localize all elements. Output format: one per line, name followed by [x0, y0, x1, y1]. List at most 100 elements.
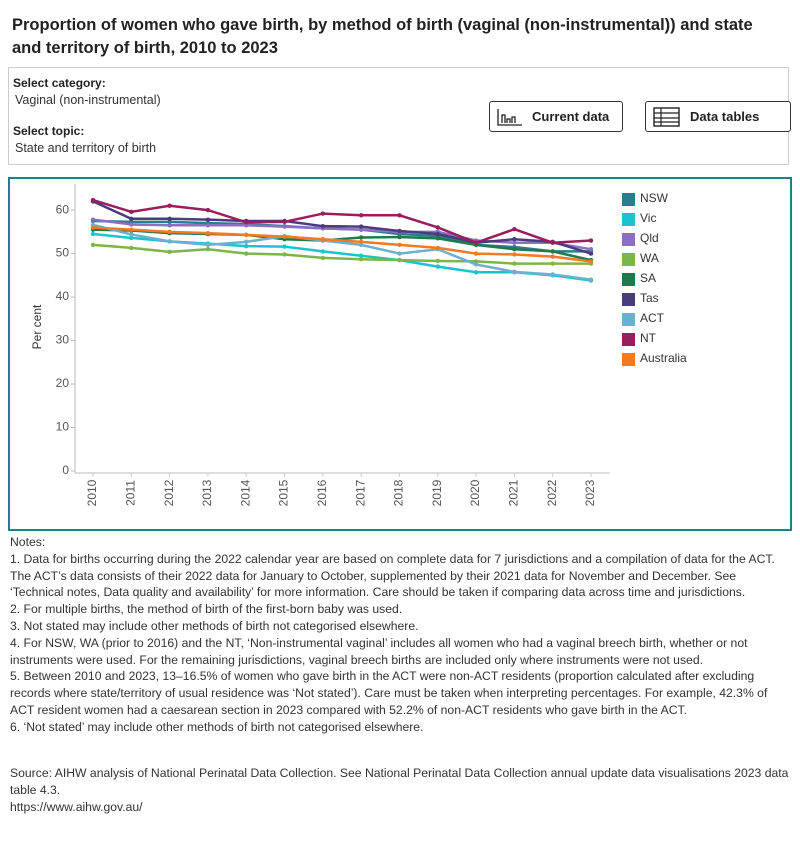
x-tick-label: 2017 — [353, 479, 367, 506]
legend-swatch — [622, 213, 635, 226]
series-line — [92, 226, 592, 263]
x-tick-label: 2018 — [392, 479, 406, 506]
data-point — [550, 254, 555, 259]
data-point — [435, 245, 440, 251]
legend-label: Australia — [640, 351, 687, 365]
data-point — [358, 224, 364, 229]
source: Source: AIHW analysis of National Perina… — [10, 765, 790, 815]
data-point — [512, 247, 517, 252]
series-line — [92, 198, 592, 245]
legend-label: Qld — [640, 231, 659, 245]
data-point — [282, 224, 287, 229]
legend-label: Vic — [640, 211, 656, 225]
data-point — [512, 252, 517, 257]
data-point — [129, 232, 134, 237]
legend-swatch — [622, 253, 635, 266]
data-point — [205, 223, 211, 228]
data-point — [397, 242, 402, 248]
legend-swatch — [622, 353, 635, 366]
source-line: Source: AIHW analysis of National Perina… — [10, 766, 789, 797]
button-label: Data tables — [690, 109, 760, 124]
data-point — [588, 259, 594, 264]
legend-label: Tas — [640, 291, 659, 305]
data-point — [205, 230, 211, 236]
data-point — [473, 259, 479, 264]
legend-swatch — [622, 293, 635, 306]
data-point — [512, 227, 517, 232]
legend-label: NSW — [640, 191, 669, 205]
data-point — [397, 257, 402, 263]
data-tables-button[interactable]: Data tables — [645, 101, 791, 132]
data-point — [320, 249, 326, 254]
data-point — [282, 252, 287, 257]
data-point — [435, 258, 440, 264]
legend-label: WA — [640, 251, 659, 265]
data-point — [244, 243, 249, 249]
data-point — [435, 231, 440, 237]
y-tick-label: 10 — [56, 420, 70, 434]
filter-panel: Select category: Vaginal (non-instrument… — [8, 67, 791, 165]
data-point — [358, 227, 364, 232]
data-point — [282, 234, 287, 239]
chart-icon — [497, 108, 522, 126]
data-point — [397, 228, 402, 234]
filter-value[interactable]: Vaginal (non-instrumental) — [15, 93, 161, 107]
x-tick-label: 2021 — [507, 479, 521, 506]
y-tick-label: 20 — [56, 376, 70, 390]
y-tick-label: 0 — [62, 463, 69, 477]
data-point — [512, 261, 517, 266]
data-point — [167, 239, 172, 244]
data-point — [358, 253, 364, 258]
data-point — [358, 239, 364, 245]
data-point — [320, 255, 326, 261]
filter-value[interactable]: State and territory of birth — [15, 141, 157, 155]
x-tick-label: 2012 — [162, 479, 176, 506]
data-point — [129, 209, 134, 215]
data-point — [550, 261, 555, 266]
data-point — [473, 270, 479, 275]
data-point — [320, 223, 326, 229]
x-tick-label: 2011 — [123, 480, 137, 506]
table-icon — [653, 106, 680, 127]
data-point — [205, 242, 211, 248]
legend-label: NT — [640, 331, 657, 345]
notes-heading: Notes: — [10, 535, 46, 549]
legend-swatch — [622, 273, 635, 286]
data-point — [90, 197, 96, 203]
data-point — [550, 272, 555, 277]
data-point — [512, 237, 517, 242]
chart: 0 10 20 30 40 50 60 Per cent 2010 2011 2012 2013 201… — [30, 184, 687, 506]
data-point — [320, 211, 326, 216]
series-line — [92, 243, 591, 265]
data-point — [320, 237, 326, 242]
data-point — [473, 262, 479, 267]
data-point — [244, 251, 249, 256]
data-point — [90, 225, 96, 230]
data-point — [282, 244, 287, 249]
legend-swatch — [622, 333, 635, 346]
data-point — [435, 236, 440, 241]
x-tick-label: 2013 — [200, 479, 214, 506]
data-point — [129, 245, 134, 251]
data-point — [167, 219, 172, 225]
data-point — [129, 227, 134, 232]
data-point — [90, 242, 96, 248]
data-point — [550, 249, 555, 254]
note: 3. Not stated may include other methods … — [10, 618, 419, 633]
data-point — [244, 220, 249, 225]
data-point — [129, 222, 134, 227]
legend-swatch — [622, 193, 635, 206]
data-point — [512, 240, 517, 245]
x-tick-label: 2015 — [277, 479, 291, 506]
data-point — [167, 203, 172, 208]
data-point — [588, 277, 594, 282]
legend-label: SA — [640, 271, 656, 285]
page-title: Proportion of women who gave birth, by m… — [12, 16, 753, 57]
series-line — [92, 200, 592, 255]
data-point — [397, 234, 402, 240]
current-data-button[interactable]: Current data — [489, 101, 623, 132]
source-line: https://www.aihw.gov.au/ — [10, 799, 143, 814]
data-point — [397, 213, 402, 218]
x-tick-label: 2020 — [468, 479, 482, 506]
data-point — [90, 231, 96, 237]
